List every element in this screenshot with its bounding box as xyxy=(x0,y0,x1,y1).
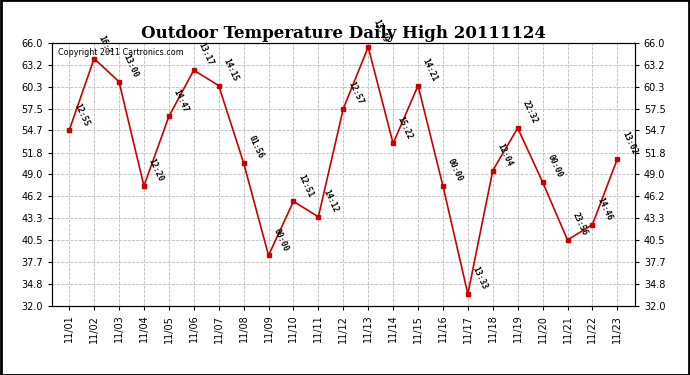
Text: 12:51: 12:51 xyxy=(296,173,315,199)
Text: 00:00: 00:00 xyxy=(545,153,564,179)
Text: 13:33: 13:33 xyxy=(471,266,489,291)
Text: 12:20: 12:20 xyxy=(147,157,165,183)
Text: 01:56: 01:56 xyxy=(246,134,265,160)
Text: 13:49: 13:49 xyxy=(371,18,389,44)
Text: 23:56: 23:56 xyxy=(571,211,589,237)
Text: 13:17: 13:17 xyxy=(197,42,215,68)
Text: Copyright 2011 Cartronics.com: Copyright 2011 Cartronics.com xyxy=(57,48,184,57)
Text: 00:00: 00:00 xyxy=(446,157,464,183)
Title: Outdoor Temperature Daily High 20111124: Outdoor Temperature Daily High 20111124 xyxy=(141,25,546,42)
Text: 12:57: 12:57 xyxy=(346,80,364,106)
Text: 13:00: 13:00 xyxy=(122,53,140,79)
Text: 15:22: 15:22 xyxy=(396,115,414,141)
Text: 16:?: 16:? xyxy=(97,34,113,56)
Text: 13:02: 13:02 xyxy=(620,130,638,156)
Text: 14:21: 14:21 xyxy=(421,57,440,83)
Text: 14:15: 14:15 xyxy=(221,57,240,83)
Text: 12:55: 12:55 xyxy=(72,102,90,128)
Text: 00:00: 00:00 xyxy=(271,227,290,253)
Text: 14:46: 14:46 xyxy=(595,196,613,222)
Text: 22:32: 22:32 xyxy=(520,99,539,125)
Text: 14:47: 14:47 xyxy=(172,88,190,114)
Text: 12:04: 12:04 xyxy=(495,142,514,168)
Text: 14:12: 14:12 xyxy=(321,188,339,214)
